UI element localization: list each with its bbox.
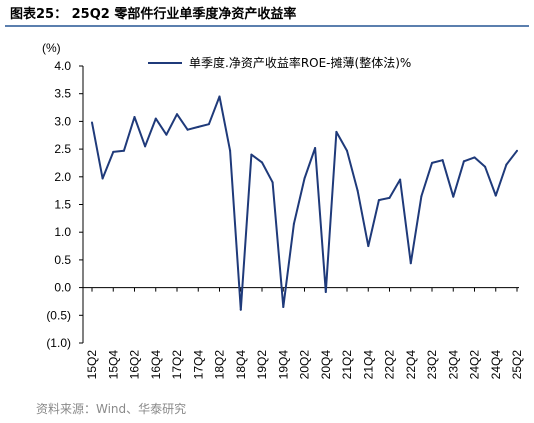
series-point — [388, 196, 391, 199]
x-tick-label: 16Q2 — [128, 350, 142, 380]
series-point — [335, 130, 338, 133]
series-point — [431, 161, 433, 164]
y-tick-label: (1.0) — [46, 336, 71, 350]
series-point — [346, 149, 348, 152]
series-point — [303, 177, 306, 180]
x-tick-label: 24Q4 — [489, 350, 503, 380]
series-point — [356, 189, 359, 192]
source-note: 资料来源：Wind、华泰研究 — [36, 402, 187, 416]
x-tick-label: 17Q4 — [191, 350, 205, 380]
x-tick-label: 21Q2 — [340, 350, 354, 380]
series-point — [165, 133, 168, 136]
series-point — [91, 121, 93, 124]
y-tick-label: 3.0 — [54, 114, 71, 128]
series-point — [420, 195, 423, 198]
series-point — [516, 149, 518, 152]
x-tick-label: 22Q2 — [383, 350, 397, 380]
y-tick-label: (0.5) — [46, 308, 71, 322]
series-point — [218, 95, 221, 98]
series-point — [441, 159, 444, 162]
series-point — [101, 177, 104, 180]
x-tick-label: 17Q2 — [170, 350, 184, 380]
x-tick-label: 22Q4 — [404, 350, 418, 380]
series-point — [133, 115, 136, 118]
y-tick-label: 0.5 — [54, 253, 71, 267]
series-point — [250, 153, 253, 156]
x-tick-label: 24Q2 — [468, 350, 482, 380]
x-tick-label: 20Q4 — [319, 350, 333, 380]
y-tick-label: 2.5 — [54, 142, 71, 156]
y-tick-label: 1.5 — [54, 198, 71, 212]
x-tick-label: 25Q2 — [510, 350, 524, 380]
series-point — [112, 150, 115, 153]
series-point — [207, 123, 210, 126]
x-tick-label: 18Q2 — [213, 350, 227, 380]
y-tick-label: 1.0 — [54, 225, 71, 239]
y-axis: (1.0) (0.5) 0.0 0.5 1.0 1.5 2.0 2.5 3.0 3.5 4.0 — [46, 59, 83, 350]
roe-series-line — [91, 95, 518, 311]
legend: 单季度.净资产收益率ROE-摊薄(整体法)% — [148, 55, 411, 70]
series-point — [197, 125, 200, 128]
x-axis: 15Q2 15Q4 16Q2 16Q4 17Q2 17Q4 18Q2 18Q4 19Q2 19Q4… — [85, 287, 524, 380]
x-tick-label: 16Q4 — [149, 350, 163, 380]
series-point — [239, 308, 242, 311]
series-point — [186, 128, 189, 131]
series-point — [462, 160, 465, 163]
series-point — [154, 117, 157, 120]
y-axis-unit-label: (%) — [42, 41, 61, 55]
series-point — [261, 161, 263, 164]
y-tick-label: 2.0 — [54, 170, 71, 184]
series-point — [409, 262, 412, 265]
x-tick-label: 15Q4 — [106, 350, 120, 380]
series-points — [91, 95, 518, 311]
series-point — [494, 194, 497, 197]
series-point — [399, 178, 402, 181]
series-point — [282, 305, 285, 308]
legend-label: 单季度.净资产收益率ROE-摊薄(整体法)% — [189, 55, 411, 70]
series-point — [122, 149, 125, 152]
title-rule — [5, 25, 529, 27]
series-point — [271, 181, 274, 184]
x-tick-label: 21Q4 — [361, 350, 375, 380]
series-point — [144, 145, 147, 148]
series-point — [229, 149, 232, 152]
x-tick-label: 23Q4 — [446, 350, 460, 380]
series-point — [377, 199, 380, 202]
series-point — [484, 165, 487, 168]
series-point — [452, 195, 455, 198]
x-tick-label: 15Q2 — [85, 350, 99, 380]
series-point — [324, 291, 327, 294]
y-tick-label: 0.0 — [54, 281, 71, 295]
series-point — [505, 163, 508, 166]
series-point — [176, 113, 178, 116]
figure-title: 图表25： 25Q2 零部件行业单季度净资产收益率 — [10, 7, 297, 22]
series-point — [473, 156, 476, 159]
x-tick-label: 23Q2 — [425, 350, 439, 380]
x-tick-label: 19Q4 — [276, 350, 290, 380]
x-tick-label: 19Q2 — [255, 350, 269, 380]
y-tick-label: 3.5 — [54, 87, 71, 101]
x-tick-label: 20Q2 — [298, 350, 312, 380]
y-tick-label: 4.0 — [54, 59, 71, 73]
series-point — [367, 245, 370, 248]
series-point — [292, 222, 295, 225]
series-point — [314, 146, 317, 149]
x-tick-label: 18Q4 — [234, 350, 248, 380]
